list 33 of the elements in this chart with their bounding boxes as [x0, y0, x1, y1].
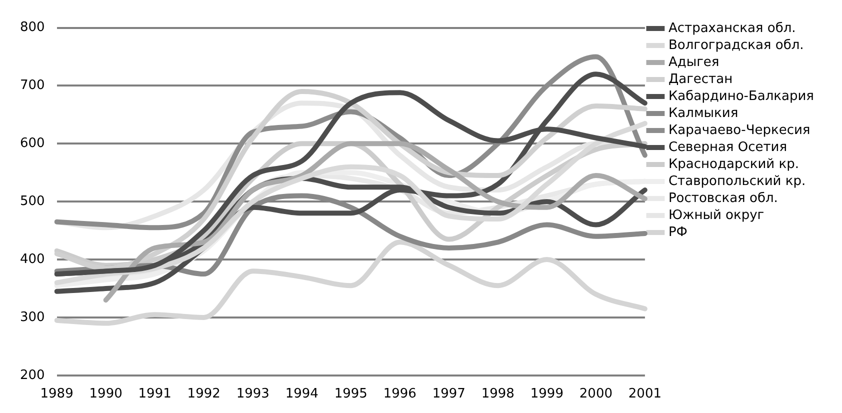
y-tick-label: 700	[20, 78, 45, 94]
x-tick-label: 1992	[187, 386, 220, 402]
x-tick-label: 1996	[383, 386, 416, 402]
x-tick-label: 1998	[481, 386, 514, 402]
legend-label: Ставропольский кр.	[668, 174, 806, 189]
legend-label: Ростовская обл.	[668, 190, 778, 206]
legend-label: Дагестан	[668, 72, 733, 87]
x-tick-label: 1999	[530, 386, 564, 402]
legend-label: Краснодарский кр.	[668, 156, 799, 172]
y-tick-label: 300	[20, 310, 45, 325]
y-tick-label: 600	[20, 136, 45, 152]
legend-label: Астраханская обл.	[668, 20, 796, 36]
legend-label: Южный округ	[668, 208, 764, 223]
y-tick-label: 800	[20, 20, 45, 36]
x-tick-label: 1995	[334, 386, 368, 402]
x-tick-label: 1994	[285, 386, 318, 402]
legend-label: Северная Осетия	[668, 140, 788, 155]
legend-label: РФ	[668, 224, 688, 240]
x-tick-label: 2001	[628, 386, 662, 402]
y-tick-label: 400	[20, 252, 45, 267]
legend-label: Калмыкия	[668, 106, 738, 121]
legend-label: Волгоградская обл.	[668, 38, 804, 53]
legend-label: Карачаево-Черкесия	[668, 122, 810, 138]
y-tick-label: 200	[20, 368, 45, 383]
legend-label: Адыгея	[668, 54, 720, 70]
x-tick-label: 2000	[579, 386, 612, 402]
x-tick-label: 1993	[236, 386, 270, 402]
x-tick-label: 1997	[432, 386, 466, 402]
x-tick-label: 1989	[40, 386, 74, 402]
x-tick-label: 1990	[89, 386, 122, 402]
x-tick-label: 1991	[138, 386, 172, 402]
y-tick-label: 500	[20, 194, 45, 209]
legend-label: Кабардино-Балкария	[668, 88, 814, 104]
